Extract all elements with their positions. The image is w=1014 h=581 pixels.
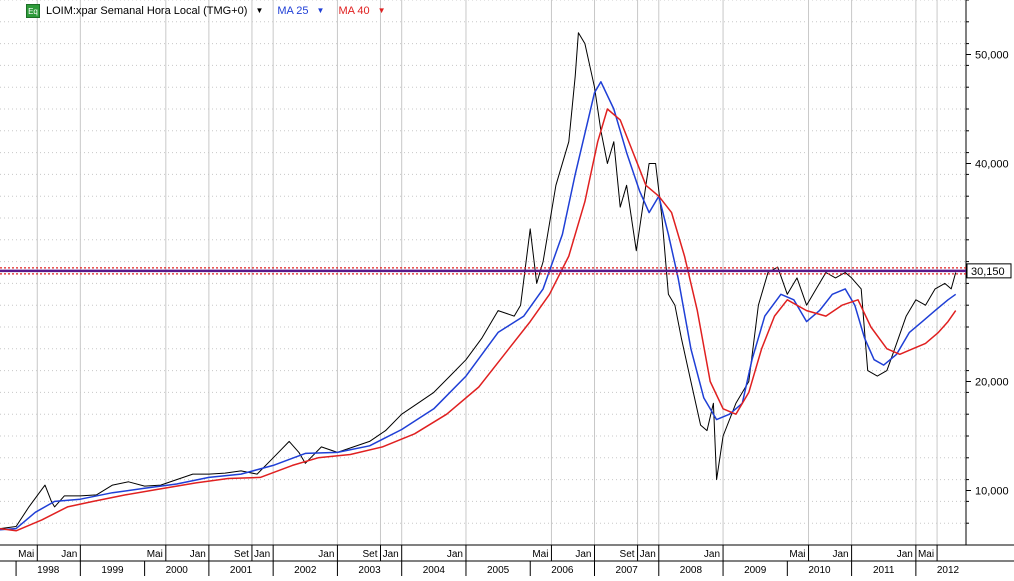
y-tick-label: 40,000	[975, 159, 1009, 171]
y-tick-label: 20,000	[975, 377, 1009, 389]
x-year-label: 2009	[744, 565, 767, 576]
x-month-label: Jan	[61, 549, 77, 560]
x-year-label: 2006	[551, 565, 574, 576]
x-year-label: 2002	[294, 565, 317, 576]
ma40-line	[0, 108, 957, 532]
x-year-label: 2008	[680, 565, 703, 576]
x-month-label: Jan	[447, 549, 463, 560]
x-month-label: Jan	[318, 549, 334, 560]
ma25-line	[0, 81, 957, 531]
y-tick-label: 50,000	[975, 50, 1009, 62]
x-year-label: 2011	[873, 565, 895, 576]
x-year-label: 1999	[101, 565, 124, 576]
x-month-label: Jan	[575, 549, 591, 560]
x-month-label: Mai	[147, 549, 163, 560]
y-tick-label: 10,000	[975, 486, 1009, 498]
price-line	[0, 32, 957, 530]
x-year-label: 1998	[37, 565, 60, 576]
x-month-label: Set	[362, 549, 377, 560]
x-month-label: Mai	[918, 549, 934, 560]
grid-layer	[0, 0, 966, 546]
x-month-label: Mai	[789, 549, 805, 560]
ma40-menu-caret-icon[interactable]: ▼	[377, 6, 386, 15]
x-month-label: Mai	[532, 549, 548, 560]
equity-icon[interactable]: Eq	[26, 3, 40, 18]
ma40-legend-label[interactable]: MA 40	[338, 4, 370, 17]
x-year-label: 2001	[230, 565, 253, 576]
level-value-box[interactable]	[966, 263, 1012, 279]
ma25-legend-label[interactable]: MA 25	[277, 4, 309, 17]
level-layer[interactable]: 30,150	[0, 263, 1012, 279]
x-month-label: Jan	[704, 549, 720, 560]
instrument-menu-caret-icon[interactable]: ▼	[255, 6, 264, 15]
x-month-label: Mai	[18, 549, 34, 560]
series-layer	[0, 32, 957, 532]
x-month-label: Jan	[190, 549, 206, 560]
x-month-label: Jan	[254, 549, 270, 560]
chart-legend: Eq LOIM:xpar Semanal Hora Local (TMG+0) …	[26, 3, 394, 18]
instrument-label[interactable]: LOIM:xpar Semanal Hora Local (TMG+0)	[46, 4, 248, 17]
x-month-label: Jan	[383, 549, 399, 560]
x-month-label: Set	[234, 549, 249, 560]
x-year-label: 2005	[487, 565, 510, 576]
x-year-label: 2012	[937, 565, 960, 576]
x-year-label: 2004	[423, 565, 446, 576]
ma25-menu-caret-icon[interactable]: ▼	[316, 6, 325, 15]
x-month-label: Jan	[832, 549, 848, 560]
x-year-label: 2000	[166, 565, 189, 576]
x-month-label: Jan	[640, 549, 656, 560]
level-value-label[interactable]: 30,150	[971, 266, 1005, 278]
x-month-label: Set	[620, 549, 635, 560]
x-year-label: 2003	[358, 565, 381, 576]
x-month-label: Jan	[897, 549, 913, 560]
x-year-label: 2010	[808, 565, 831, 576]
x-year-label: 2007	[616, 565, 639, 576]
